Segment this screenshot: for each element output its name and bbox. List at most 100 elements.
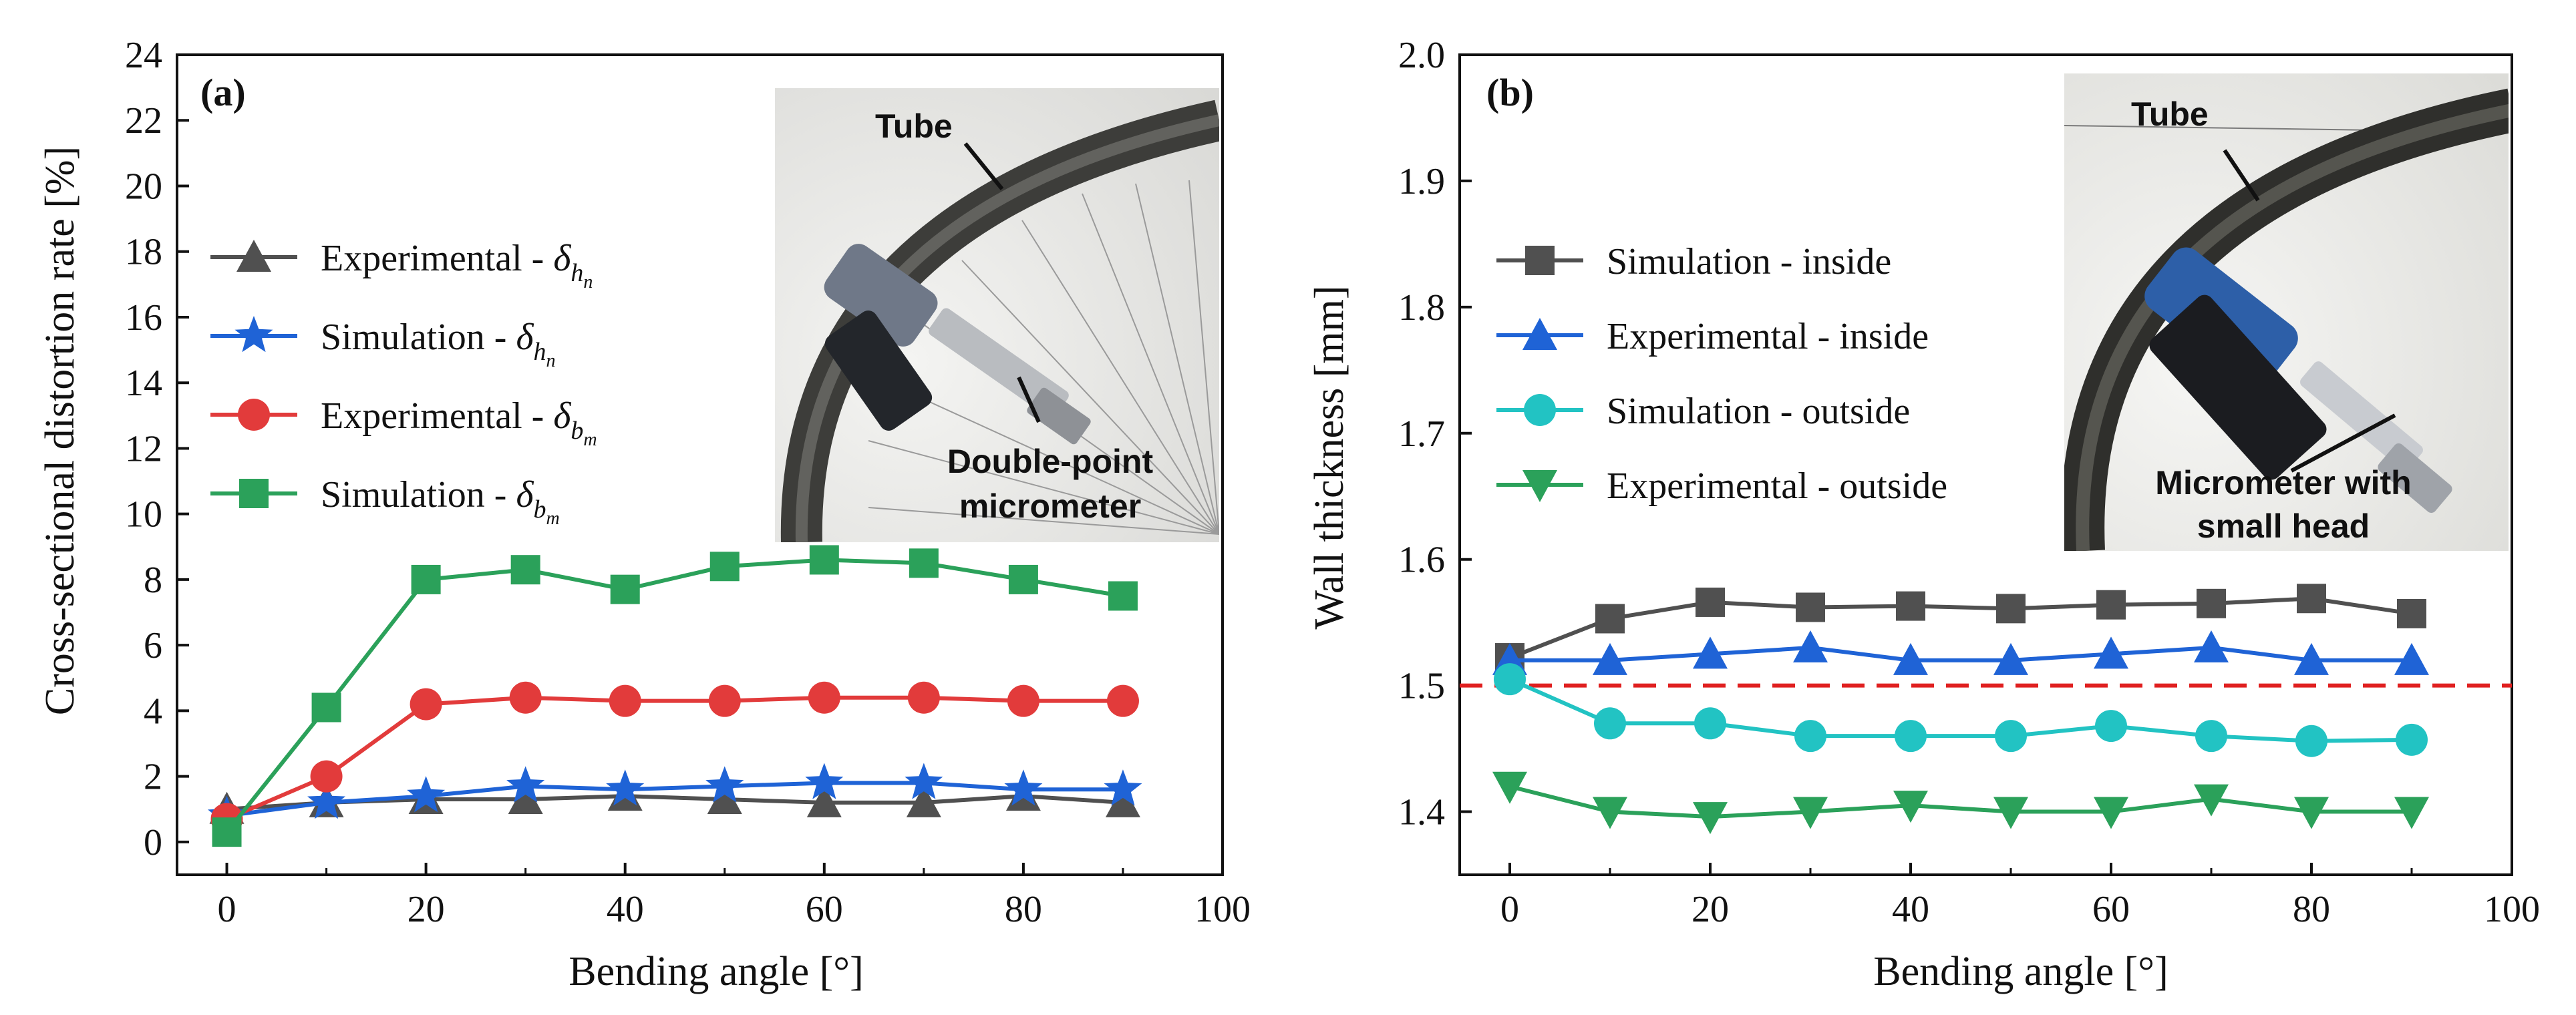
legend-label: Simulation - δhn bbox=[321, 317, 555, 371]
data-point bbox=[1106, 684, 1139, 717]
x-tick-label: 40 bbox=[1892, 889, 1929, 930]
legend-label: Experimental - δbm bbox=[321, 395, 597, 450]
y-tick-label: 24 bbox=[125, 35, 162, 76]
data-point bbox=[2195, 720, 2227, 753]
series-3 bbox=[212, 545, 1138, 847]
panel-label-a: (a) bbox=[200, 71, 246, 114]
data-point bbox=[508, 782, 543, 815]
y-axis-title-b: Wall thickness [mm] bbox=[1307, 285, 1352, 629]
data-point bbox=[2397, 598, 2426, 628]
legend-label: Experimental - inside bbox=[1607, 316, 1929, 357]
data-point bbox=[1794, 720, 1826, 753]
data-point bbox=[2096, 590, 2126, 620]
data-point bbox=[709, 552, 740, 582]
x-axis-title-b: Bending angle [°] bbox=[1873, 949, 2168, 994]
x-tick-label: 100 bbox=[1194, 889, 1251, 930]
legend-swatch-marker bbox=[238, 399, 270, 431]
data-point bbox=[411, 564, 441, 594]
y-tick-label: 1.8 bbox=[1398, 287, 1445, 329]
data-point bbox=[2194, 784, 2229, 817]
inset-a-label-line1: Double-point bbox=[947, 443, 1154, 480]
plot-area-b: 0 20 40 60 80 100 1.4 1.5 1.6 1.7 1.8 1.9 2.0 bbox=[1398, 35, 2540, 930]
data-point bbox=[609, 684, 641, 717]
data-point bbox=[1993, 797, 2028, 829]
data-point bbox=[1896, 591, 1925, 621]
data-point bbox=[212, 817, 242, 847]
x-tick-label: 0 bbox=[218, 889, 236, 930]
y-tick-label: 4 bbox=[144, 690, 162, 732]
data-point bbox=[2295, 725, 2327, 757]
y-tick-label: 1.7 bbox=[1398, 413, 1445, 455]
data-point bbox=[809, 545, 839, 575]
data-point bbox=[2194, 630, 2229, 662]
data-point bbox=[2396, 723, 2428, 756]
data-point bbox=[1104, 769, 1142, 806]
inset-a-label-tube: Tube bbox=[875, 108, 953, 145]
series-line bbox=[225, 558, 1124, 834]
legend-item: Simulation - δhn bbox=[210, 316, 555, 371]
legend-swatch-marker bbox=[236, 240, 271, 272]
y-tick-label: 18 bbox=[125, 232, 162, 273]
data-point bbox=[808, 681, 840, 714]
y-tick-label: 2.0 bbox=[1398, 35, 1445, 76]
data-point bbox=[510, 555, 540, 585]
data-point bbox=[909, 548, 939, 578]
y-tick-label: 1.5 bbox=[1398, 666, 1445, 707]
legend-swatch-marker bbox=[1522, 470, 1557, 502]
data-point bbox=[2294, 797, 2329, 829]
data-point bbox=[1593, 642, 1627, 675]
data-point bbox=[1995, 720, 2027, 753]
data-point bbox=[509, 681, 542, 714]
plot-frame bbox=[1458, 53, 2513, 876]
legend-b: Simulation - inside Experimental - inside… bbox=[1496, 241, 1947, 507]
data-point bbox=[1105, 785, 1140, 817]
legend-label: Simulation - δbm bbox=[321, 474, 560, 529]
data-point bbox=[310, 760, 343, 793]
data-point bbox=[1693, 636, 1728, 669]
legend-label: Experimental - δhn bbox=[321, 238, 593, 292]
legend-a: Experimental - δhn Simulation - δhn Experi… bbox=[210, 238, 597, 529]
series-line bbox=[1508, 677, 2412, 743]
panel-a: Tube Double-point micrometer 0 20 40 60 80 10… bbox=[37, 35, 1251, 994]
series-line bbox=[1510, 645, 2412, 662]
inset-photo-b bbox=[2064, 73, 2509, 551]
data-point bbox=[1594, 707, 1626, 740]
legend-item: Simulation - δbm bbox=[210, 474, 560, 529]
data-point bbox=[2394, 797, 2429, 829]
y-tick-label: 16 bbox=[125, 297, 162, 339]
data-point bbox=[610, 574, 640, 604]
data-point bbox=[1004, 769, 1043, 806]
x-axis-title-a: Bending angle [°] bbox=[569, 949, 863, 994]
x-tick-label: 100 bbox=[2484, 889, 2540, 930]
inset-a-label-line2: micrometer bbox=[959, 487, 1141, 525]
data-point bbox=[806, 785, 842, 817]
data-point bbox=[708, 684, 741, 717]
data-point bbox=[1008, 564, 1038, 594]
data-point bbox=[2094, 797, 2128, 829]
legend-label: Simulation - inside bbox=[1607, 241, 1891, 282]
x-tick-label: 80 bbox=[2293, 889, 2330, 930]
data-point bbox=[1593, 797, 1627, 829]
data-point bbox=[407, 776, 446, 813]
micrometer-icon bbox=[824, 244, 1091, 445]
y-tick-label: 2 bbox=[144, 757, 162, 798]
data-point bbox=[1793, 630, 1828, 662]
data-point bbox=[1993, 642, 2028, 675]
series-2 bbox=[1494, 663, 2428, 757]
plot-frame bbox=[176, 53, 1224, 876]
data-point bbox=[1007, 684, 1039, 717]
micrometer-icon bbox=[2144, 247, 2452, 513]
data-point bbox=[2095, 710, 2127, 743]
panel-b: Tube Micrometer with small head 0 20 40 60 8… bbox=[1307, 35, 2540, 994]
data-point bbox=[2094, 636, 2128, 669]
x-tick-label: 20 bbox=[408, 889, 445, 930]
legend-swatch-marker bbox=[234, 316, 273, 353]
data-point bbox=[1793, 797, 1828, 829]
y-tick-label: 6 bbox=[144, 625, 162, 666]
legend-item: Experimental - inside bbox=[1496, 316, 1929, 357]
data-point bbox=[311, 692, 341, 723]
data-point bbox=[1108, 581, 1138, 611]
x-tick-label: 40 bbox=[607, 889, 644, 930]
